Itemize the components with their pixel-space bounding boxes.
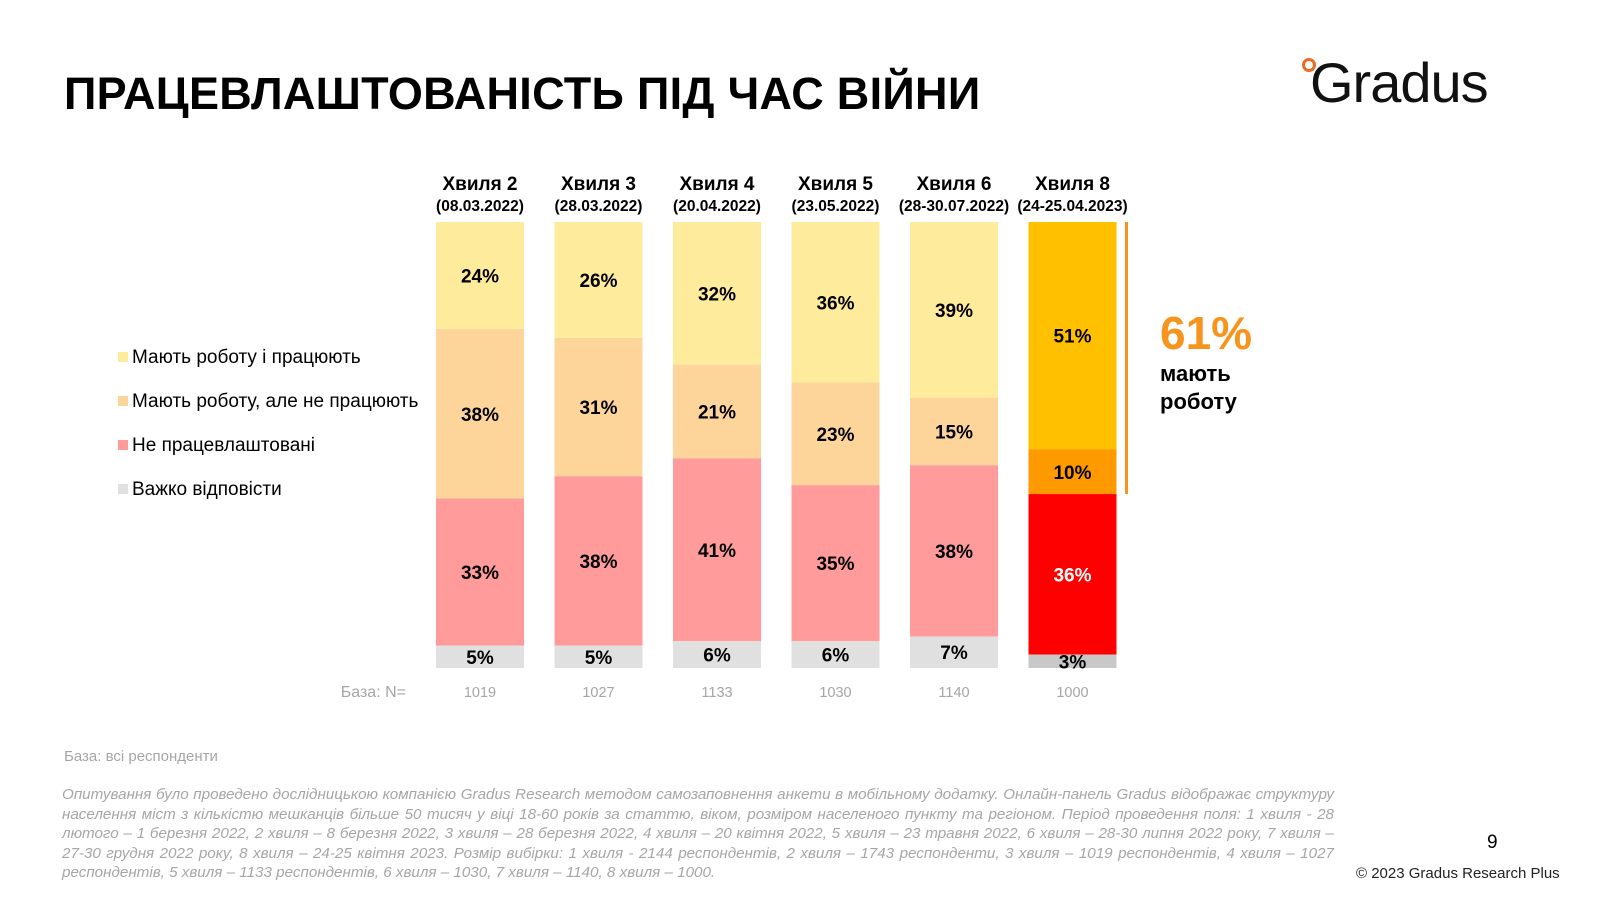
bar-segment [1028,449,1117,495]
data-label: 24% [461,267,499,288]
data-label: 51% [1053,327,1091,348]
legend-label: Мають роботу, але не працюють [132,391,419,412]
base-value: 1019 [464,685,496,701]
logo-dot-icon [1302,58,1316,72]
data-label: 36% [1053,565,1091,586]
bar-segment [436,222,524,330]
legend-swatch [118,440,128,450]
data-label: 7% [940,643,968,664]
category-date-label: (28.03.2022) [555,198,643,215]
data-label: 38% [579,552,617,573]
bar-segment [910,222,998,398]
logo-text: Gradus [1310,51,1489,114]
copyright: © 2023 Gradus Research Plus [1356,865,1560,882]
data-label: 10% [1053,463,1091,484]
category-date-label: (08.03.2022) [436,198,524,215]
bar-segment [554,222,643,338]
legend-item: Важко відповісти [118,478,418,522]
legend-swatch [118,396,128,406]
base-value: 1000 [1056,685,1088,701]
legend-label: Не працевлаштовані [132,435,315,456]
gradus-logo: Gradus [1302,51,1522,126]
data-label: 5% [466,648,494,669]
data-label: 41% [698,541,736,562]
legend-swatch [118,484,128,494]
bar-segment [1028,222,1117,450]
bar-segment [554,476,643,646]
data-label: 21% [698,403,736,424]
data-label: 33% [461,563,499,584]
legend-item: Мають роботу і працюють [118,346,418,390]
bar-segment [673,458,761,642]
bar-segment [554,337,643,477]
legend-label: Мають роботу і працюють [132,347,361,368]
callout-label: мають роботу [1160,361,1237,414]
bar-segment [554,645,643,668]
data-label: 38% [461,405,499,426]
bar-segment [910,465,998,637]
base-note: База: всі респонденти [64,748,218,765]
data-label: 31% [579,398,617,419]
bar-segment [910,636,998,668]
bar-segment [436,329,524,499]
category-label: Хвиля 6 [916,174,991,195]
bar-segment [673,364,761,459]
data-label: 3% [1059,652,1087,673]
base-value: 1133 [701,685,732,701]
bar-segment [791,485,880,642]
legend-label: Важко відповісти [132,479,282,500]
bar-segment [436,498,524,646]
bar-segment [791,382,880,486]
category-label: Хвиля 2 [442,174,517,195]
page-title: ПРАЦЕВЛАШТОВАНІСТЬ ПІД ЧАС ВІЙНИ [64,68,981,119]
base-value: 1140 [938,685,969,701]
category-date-label: (20.04.2022) [673,198,761,215]
data-label: 6% [822,646,850,667]
data-label: 39% [935,301,973,322]
bar-segment [436,645,524,668]
base-label: База: N= [341,684,406,701]
data-label: 15% [935,422,973,443]
category-label: Хвиля 4 [679,174,754,195]
callout-value: 61% [1160,307,1253,359]
bar-segment [1028,494,1117,655]
legend-item: Мають роботу, але не працюють [118,390,418,434]
data-label: 5% [585,648,613,669]
data-label: 32% [698,284,736,305]
data-label: 26% [579,271,617,292]
data-label: 38% [935,542,973,563]
category-label: Хвиля 5 [798,174,873,195]
data-label: 36% [816,293,854,314]
base-value: 1030 [819,685,851,701]
page-number: 9 [1487,832,1498,853]
bar-segment [791,222,880,383]
chart-legend: Мають роботу і працюють Мають роботу, ал… [118,346,418,522]
legend-swatch [118,352,128,362]
category-date-label: (28-30.07.2022) [899,198,1009,215]
bar-segment [910,397,998,466]
bar-segment [673,641,761,668]
methodology-footnote: Опитування було проведено дослідницькою … [62,786,1334,882]
base-value: 1027 [582,685,614,701]
data-label: 23% [816,425,854,446]
category-date-label: (23.05.2022) [792,198,880,215]
category-label: Хвиля 8 [1035,174,1110,195]
category-label: Хвиля 3 [561,174,636,195]
category-date-label: (24-25.04.2023) [1017,198,1127,215]
data-label: 35% [816,554,854,575]
legend-item: Не працевлаштовані [118,434,418,478]
bar-segment [673,222,761,365]
bar-segment [791,641,880,668]
bar-segment [1028,654,1117,668]
data-label: 6% [703,646,731,667]
